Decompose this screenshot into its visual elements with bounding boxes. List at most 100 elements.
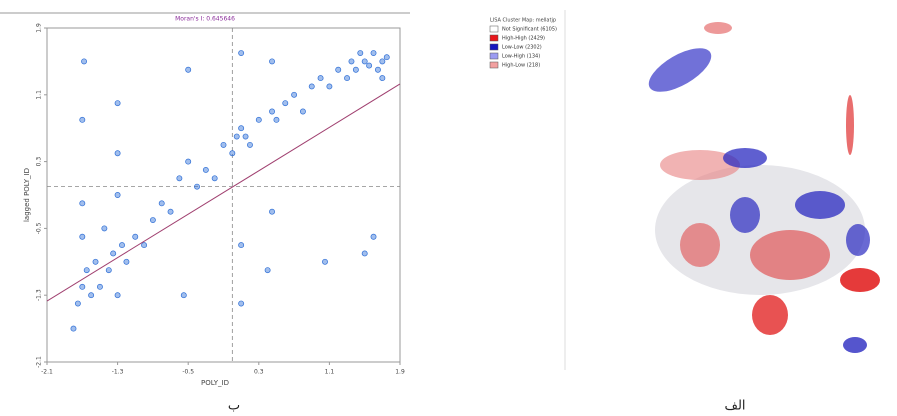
point (115, 101, 120, 106)
y-tick-label: -1.3 (36, 289, 43, 301)
point (124, 259, 129, 264)
region (730, 197, 760, 233)
region (840, 268, 880, 292)
point (119, 243, 124, 248)
panel-caption: ب (228, 399, 240, 414)
legend-label: Low-High (134) (502, 54, 540, 60)
point (247, 142, 252, 147)
point (159, 201, 164, 206)
point (186, 67, 191, 72)
point (371, 50, 376, 55)
region (704, 22, 732, 34)
point (318, 76, 323, 81)
point (239, 243, 244, 248)
point (230, 151, 235, 156)
point (239, 301, 244, 306)
point (283, 101, 288, 106)
point (212, 176, 217, 181)
point (186, 159, 191, 164)
point (269, 209, 274, 214)
point (84, 268, 89, 273)
legend-title: LISA Cluster Map: mellatjp (490, 18, 556, 24)
point (80, 201, 85, 206)
point (97, 284, 102, 289)
point (115, 151, 120, 156)
point (269, 59, 274, 64)
point (274, 117, 279, 122)
legend-label: Low-Low (2302) (502, 45, 542, 51)
point (106, 268, 111, 273)
region (752, 295, 788, 335)
point (371, 234, 376, 239)
cluster-map (642, 22, 880, 353)
legend-swatch (490, 44, 498, 50)
point (380, 76, 385, 81)
point (81, 59, 86, 64)
y-tick-label: -0.5 (36, 222, 43, 234)
figure: Moran's I: 0.645646 POLY_ID lagged POLY_… (0, 0, 897, 416)
y-tick-label: 1.1 (36, 90, 43, 100)
x-axis-label: POLY_ID (201, 379, 229, 387)
point (234, 134, 239, 139)
point (221, 142, 226, 147)
point (150, 217, 155, 222)
point (292, 92, 297, 97)
x-tick-label: 1.1 (325, 369, 335, 376)
point (265, 268, 270, 273)
legend-swatch (490, 35, 498, 41)
point (349, 59, 354, 64)
point (384, 55, 389, 60)
point (309, 84, 314, 89)
point (75, 301, 80, 306)
page: {"chart_data": {"type": "scatter", "titl… (0, 0, 897, 416)
point (93, 259, 98, 264)
point (380, 59, 385, 64)
y-tick-label: 0.3 (36, 157, 43, 167)
region (795, 191, 845, 219)
point (362, 251, 367, 256)
x-tick-label: 1.9 (395, 369, 405, 376)
point (80, 117, 85, 122)
point (181, 293, 186, 298)
y-tick-label: -2.1 (36, 356, 43, 368)
region (846, 224, 870, 256)
legend-label: High-High (2429) (502, 36, 545, 42)
point (239, 50, 244, 55)
x-tick-label: 0.3 (254, 369, 264, 376)
point (133, 234, 138, 239)
point (336, 67, 341, 72)
point (203, 167, 208, 172)
legend-swatch (490, 26, 498, 32)
point (71, 326, 76, 331)
point (102, 226, 107, 231)
point (300, 109, 305, 114)
point (80, 284, 85, 289)
point (80, 234, 85, 239)
point (344, 76, 349, 81)
x-tick-label: -2.1 (41, 369, 53, 376)
y-tick-label: 1.9 (36, 23, 43, 33)
point (194, 184, 199, 189)
legend-label: High-Low (218) (502, 63, 540, 69)
x-tick-label: -0.5 (182, 369, 194, 376)
point (322, 259, 327, 264)
y-axis-label: lagged POLY_ID (23, 168, 31, 222)
region (642, 40, 718, 101)
point (362, 59, 367, 64)
region (750, 230, 830, 280)
point (367, 63, 372, 68)
legend-swatch (490, 62, 498, 68)
point (115, 192, 120, 197)
point (111, 251, 116, 256)
chart-title: Moran's I: 0.645646 (175, 16, 235, 23)
point (353, 67, 358, 72)
region (680, 223, 720, 267)
point (256, 117, 261, 122)
point (141, 243, 146, 248)
point (115, 293, 120, 298)
legend-label: Not Significant (6105) (502, 27, 557, 33)
x-tick-label: -1.3 (112, 369, 124, 376)
region (723, 148, 767, 168)
point (243, 134, 248, 139)
point (269, 109, 274, 114)
